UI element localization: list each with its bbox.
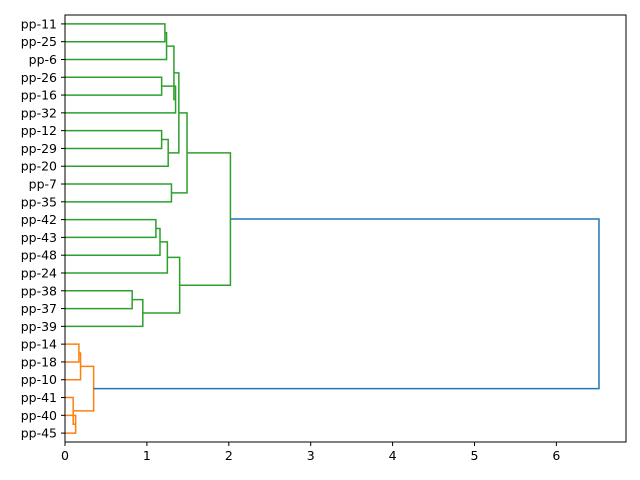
dendrogram-link: [65, 183, 173, 203]
dendrogram-link: [65, 343, 80, 363]
dendrogram-link: [65, 85, 177, 114]
leaf-label: pp-16: [21, 88, 57, 103]
leaf-label: pp-20: [21, 159, 57, 174]
leaf-label: pp-32: [21, 105, 57, 120]
dendrogram-link: [65, 290, 133, 310]
dendrogram-links: [65, 23, 600, 434]
leaf-label: pp-6: [29, 52, 57, 67]
x-tick-label: 4: [389, 448, 397, 463]
dendrogram-link: [73, 365, 95, 412]
x-tick-label: 6: [552, 448, 560, 463]
leaf-label: pp-14: [21, 337, 57, 352]
x-tick-label: 3: [307, 448, 315, 463]
leaf-label: pp-35: [21, 194, 57, 209]
leaf-label: pp-40: [21, 408, 57, 423]
leaf-label: pp-10: [21, 372, 57, 387]
plot-frame: [64, 14, 627, 443]
dendrogram-link: [65, 298, 144, 328]
dendrogram-link: [65, 129, 163, 150]
dendrogram-link: [166, 45, 176, 101]
leaf-label: pp-38: [21, 283, 57, 298]
leaf-label: pp-18: [21, 354, 57, 369]
leaf-label: pp-37: [21, 301, 57, 316]
leaf-label: pp-12: [21, 123, 57, 138]
x-tick-label: 1: [143, 448, 151, 463]
dendrogram-link: [65, 241, 169, 274]
leaf-label: pp-11: [21, 16, 57, 31]
leaf-label: pp-48: [21, 248, 57, 263]
dendrogram-link: [65, 23, 166, 43]
leaf-label: pp-41: [21, 390, 57, 405]
leaf-label: pp-26: [21, 70, 57, 85]
leaf-label: pp-42: [21, 212, 57, 227]
leaf-label: pp-39: [21, 319, 57, 334]
leaf-label: pp-29: [21, 141, 57, 156]
x-tick-label: 5: [471, 448, 479, 463]
x-axis: 0 1 2 3 4 5 6: [61, 442, 560, 463]
x-tick-label: 2: [225, 448, 233, 463]
dendrogram-link: [65, 32, 168, 61]
dendrogram-link: [65, 218, 157, 239]
leaf-label: pp-43: [21, 230, 57, 245]
x-tick-label: 0: [61, 448, 69, 463]
dendrogram-link: [65, 227, 161, 256]
dendrogram-link: [142, 256, 181, 314]
leaf-label: pp-25: [21, 34, 57, 49]
leaf-labels: pp-11 pp-25 pp-6 pp-26 pp-16 pp-32 pp-12 pp-29 p…: [21, 16, 65, 441]
leaf-label: pp-24: [21, 265, 57, 280]
dendrogram-link: [65, 76, 163, 96]
leaf-label: pp-45: [21, 426, 57, 441]
leaf-label: pp-7: [29, 177, 57, 192]
dendrogram-link: [93, 218, 600, 390]
dendrogram-link: [65, 138, 169, 167]
